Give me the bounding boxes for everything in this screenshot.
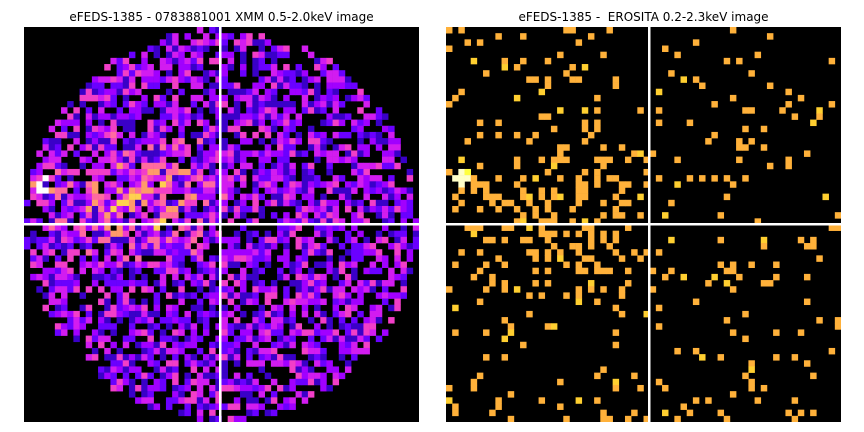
erosita-image bbox=[446, 27, 841, 422]
xmm-image-panel bbox=[24, 27, 419, 422]
erosita-image-title: eFEDS-1385 - EROSITA 0.2-2.3keV image bbox=[446, 9, 841, 25]
crosshair-horizontal bbox=[446, 223, 841, 226]
crosshair-horizontal bbox=[24, 223, 419, 226]
xmm-image bbox=[24, 27, 419, 422]
erosita-image-panel bbox=[446, 27, 841, 422]
xmm-image-title: eFEDS-1385 - 0783881001 XMM 0.5-2.0keV i… bbox=[24, 9, 419, 25]
